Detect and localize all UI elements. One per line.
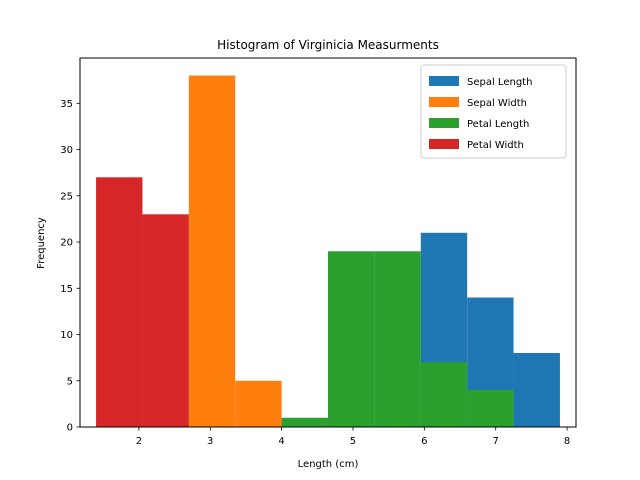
x-axis-label: Length (cm) bbox=[298, 459, 359, 470]
x-tick-label: 2 bbox=[136, 436, 142, 447]
legend-swatch bbox=[429, 118, 459, 128]
y-tick-label: 30 bbox=[60, 145, 73, 156]
x-tick-label: 8 bbox=[564, 436, 570, 447]
x-tick-label: 3 bbox=[207, 436, 213, 447]
y-tick-label: 5 bbox=[67, 376, 73, 387]
bar-series-1-bin-1 bbox=[235, 380, 282, 427]
legend-swatch bbox=[429, 97, 459, 107]
y-tick-label: 20 bbox=[60, 238, 73, 249]
plot-frame bbox=[79, 57, 577, 428]
legend: Sepal Length Sepal Width Petal Length Petal… bbox=[420, 64, 567, 159]
y-tick-label: 25 bbox=[60, 191, 73, 202]
bar-series-2-bin-4 bbox=[467, 390, 514, 427]
y-tick-label: 10 bbox=[60, 330, 73, 341]
y-axis-ticks: 0 5 10 15 20 25 30 35 bbox=[60, 99, 80, 434]
y-axis-label: Frequency bbox=[36, 217, 47, 269]
legend-entry-label: Sepal Length bbox=[467, 77, 532, 88]
legend-frame bbox=[420, 64, 567, 159]
x-tick-label: 5 bbox=[350, 436, 356, 447]
bar-series-2-bin-2 bbox=[374, 251, 421, 427]
legend-entry-label: Petal Width bbox=[467, 140, 524, 151]
y-tick-label: 35 bbox=[60, 99, 73, 110]
y-tick-label: 0 bbox=[67, 423, 73, 434]
bars-group bbox=[96, 75, 560, 428]
bar-series-2-bin-1 bbox=[328, 251, 375, 427]
legend-swatch bbox=[429, 139, 459, 149]
bar-series-0-bin-2 bbox=[513, 353, 560, 427]
bar-series-2-bin-0 bbox=[281, 417, 328, 427]
bar-series-3-bin-1 bbox=[142, 214, 189, 427]
x-tick-label: 7 bbox=[493, 436, 499, 447]
bar-series-1-bin-0 bbox=[188, 75, 236, 428]
legend-swatch bbox=[429, 76, 459, 86]
x-tick-label: 6 bbox=[421, 436, 427, 447]
legend-entry-label: Sepal Width bbox=[467, 98, 527, 109]
chart-title: Histogram of Virginicia Measurments bbox=[217, 38, 439, 52]
y-tick-label: 15 bbox=[60, 284, 73, 295]
x-tick-label: 4 bbox=[278, 436, 284, 447]
legend-entry-label: Petal Length bbox=[467, 119, 529, 130]
bar-series-3-bin-0 bbox=[96, 177, 143, 427]
bar-series-2-bin-3 bbox=[420, 362, 468, 427]
x-axis-ticks: 2 3 4 5 6 7 8 bbox=[136, 427, 570, 447]
